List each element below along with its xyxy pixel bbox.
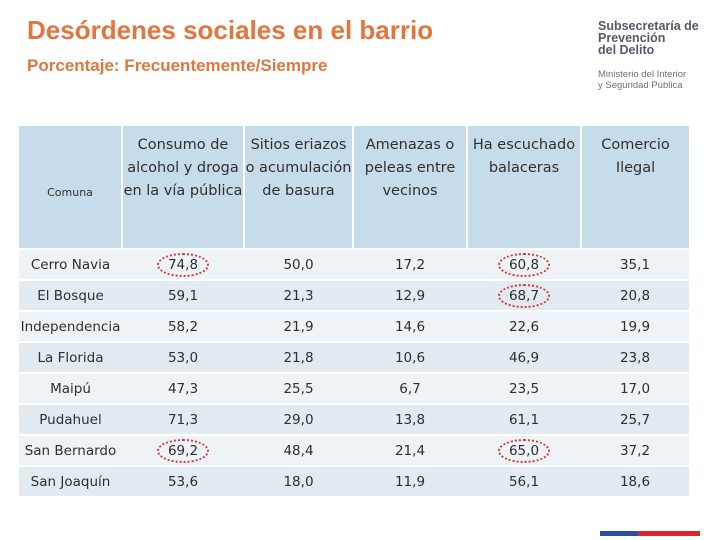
value-cell: 20,8 [581,279,689,311]
value-cell: 71,3 [122,403,244,435]
flag-red-segment [638,531,700,536]
table-body: Cerro Navia 74,8 50,0 17,2 60,8 35,1 El Bosque… [19,248,689,496]
value-cell: 19,9 [581,310,689,342]
value-cell: 6,7 [353,372,467,404]
data-table: Comuna Consumo de alcohol y droga en la … [19,126,689,496]
value-cell: 60,8 [467,248,581,280]
value-cell: 17,2 [353,248,467,280]
column-header: Sitios eriazos o acumulación de basura [244,126,354,249]
value-cell: 53,0 [122,341,244,373]
value-cell: 68,7 [467,279,581,311]
value-cell: 21,4 [353,434,467,466]
logo-org-line: Subsecretaría de [598,19,699,33]
logo-org-line: del Delito [598,43,655,57]
table-row: La Florida 53,0 21,8 10,6 46,9 23,8 [19,341,689,373]
highlight-circle: 60,8 [497,252,551,277]
value-cell: 21,9 [244,310,353,342]
logo-org-line: Prevención [598,31,666,45]
value-cell: 48,4 [244,434,353,466]
value-cell: 23,8 [581,341,689,373]
value-cell: 58,2 [122,310,244,342]
logo-ministry-line: y Seguridad Pública [598,80,683,91]
comuna-cell: San Joaquín [19,465,122,496]
table-row: San Joaquín 53,6 18,0 11,9 56,1 18,6 [19,465,689,496]
comuna-cell: San Bernardo [19,434,122,466]
column-header: Comuna [19,126,123,249]
page-title: Desórdenes sociales en el barrio [27,15,434,45]
comuna-cell: Cerro Navia [19,248,122,280]
value-cell: 21,8 [244,341,353,373]
comuna-cell: El Bosque [19,279,122,311]
institution-logo: Subsecretaría de Prevención del Delito M… [598,20,714,91]
logo-ministry-line: Ministerio del Interior [598,69,687,80]
value-cell: 13,8 [353,403,467,435]
column-header: Consumo de alcohol y droga en la vía púb… [122,126,245,249]
value-cell: 69,2 [122,434,244,466]
value-cell: 23,5 [467,372,581,404]
value-cell: 12,9 [353,279,467,311]
value-cell: 56,1 [467,465,581,496]
value-cell: 10,6 [353,341,467,373]
highlight-circle: 69,2 [156,438,210,463]
value-cell: 59,1 [122,279,244,311]
value-cell: 46,9 [467,341,581,373]
value-cell: 74,8 [122,248,244,280]
value-cell: 21,3 [244,279,353,311]
value-cell: 22,6 [467,310,581,342]
logo-ministry-name: Ministerio del Interior y Seguridad Públ… [598,69,714,91]
value-cell: 47,3 [122,372,244,404]
table-row: El Bosque 59,1 21,3 12,9 68,7 20,8 [19,279,689,311]
highlight-circle: 65,0 [497,438,551,463]
table-row: Pudahuel 71,3 29,0 13,8 61,1 25,7 [19,403,689,435]
column-header: Ha escuchado balaceras [467,126,582,249]
value-cell: 61,1 [467,403,581,435]
value-cell: 29,0 [244,403,353,435]
value-cell: 50,0 [244,248,353,280]
value-cell: 18,6 [581,465,689,496]
table-row: Independencia 58,2 21,9 14,6 22,6 19,9 [19,310,689,342]
value-cell: 65,0 [467,434,581,466]
highlight-circle: 74,8 [156,252,210,277]
value-cell: 53,6 [122,465,244,496]
table-row: San Bernardo 69,2 48,4 21,4 65,0 37,2 [19,434,689,466]
comuna-cell: La Florida [19,341,122,373]
value-cell: 11,9 [353,465,467,496]
column-header: Comercio Ilegal [581,126,689,249]
table-row: Maipú 47,3 25,5 6,7 23,5 17,0 [19,372,689,404]
flag-blue-segment [600,531,638,536]
value-cell: 37,2 [581,434,689,466]
column-header: Amenazas o peleas entre vecinos [353,126,468,249]
comuna-cell: Maipú [19,372,122,404]
page-subtitle: Porcentaje: Frecuentemente/Siempre [27,56,328,75]
table-header-row: Comuna Consumo de alcohol y droga en la … [19,126,689,249]
comuna-cell: Pudahuel [19,403,122,435]
value-cell: 18,0 [244,465,353,496]
value-cell: 17,0 [581,372,689,404]
value-cell: 35,1 [581,248,689,280]
value-cell: 25,7 [581,403,689,435]
comuna-cell: Independencia [19,310,122,342]
table-row: Cerro Navia 74,8 50,0 17,2 60,8 35,1 [19,248,689,280]
highlight-circle: 68,7 [497,283,551,308]
flag-stripe [600,531,700,536]
logo-org-name: Subsecretaría de Prevención del Delito [598,19,714,57]
value-cell: 14,6 [353,310,467,342]
value-cell: 25,5 [244,372,353,404]
